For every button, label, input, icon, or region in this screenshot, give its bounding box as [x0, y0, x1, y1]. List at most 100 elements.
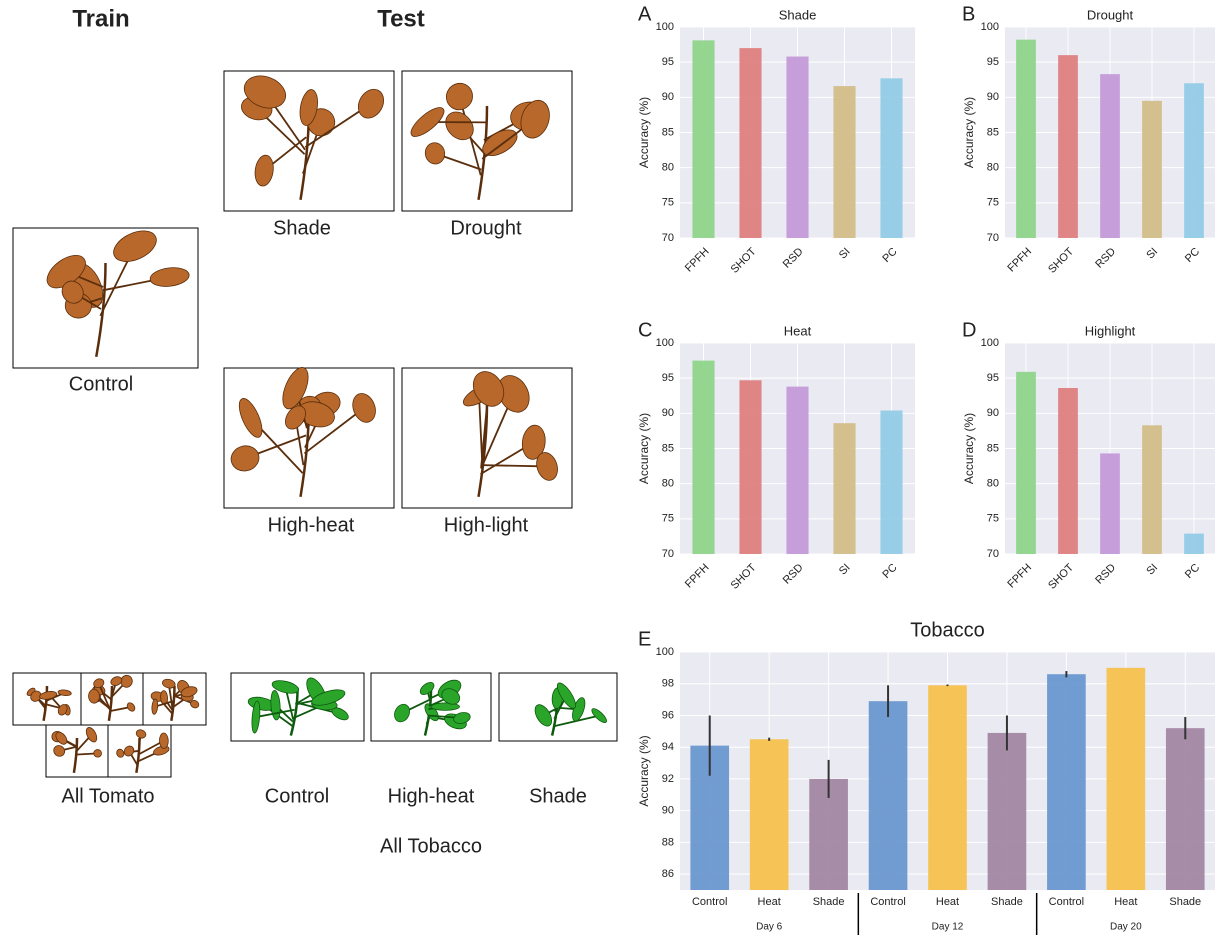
image-label: High-heat [268, 514, 355, 536]
x-tick-label: Control [870, 896, 905, 908]
bar [786, 387, 808, 554]
bar [1058, 55, 1078, 238]
image-label: Control [69, 373, 133, 395]
y-tick-label: 95 [987, 56, 999, 68]
y-tick-label: 80 [987, 162, 999, 174]
y-tick-label: 94 [662, 741, 674, 753]
x-tick-label: RSD [781, 562, 806, 587]
x-tick-label: SHOT [729, 245, 759, 275]
bar [1100, 74, 1120, 238]
y-tick-label: 95 [662, 56, 674, 68]
bar [1016, 372, 1036, 554]
bar [988, 733, 1027, 890]
y-axis-label: Accuracy (%) [637, 413, 651, 484]
y-tick-label: 70 [662, 548, 674, 560]
bar [880, 411, 902, 554]
bar [1142, 101, 1162, 238]
x-tick-label: PC [880, 246, 899, 265]
bar [880, 78, 902, 238]
y-tick-label: 85 [987, 442, 999, 454]
x-tick-label: RSD [1093, 562, 1118, 587]
y-tick-label: 90 [662, 805, 674, 817]
image-label: High-light [444, 514, 529, 536]
image-label: Control [265, 785, 329, 807]
bar [1184, 534, 1204, 554]
x-tick-label: Heat [936, 896, 959, 908]
bar [692, 361, 714, 554]
x-tick-label: SI [837, 562, 853, 578]
x-tick-label: SHOT [1046, 561, 1076, 591]
bar [750, 739, 789, 890]
y-tick-label: 86 [662, 868, 674, 880]
y-axis-label: Accuracy (%) [637, 735, 651, 806]
y-tick-label: 95 [662, 372, 674, 384]
figure: Train Test Control Shade Drought High-he… [0, 0, 1220, 935]
y-tick-label: 70 [987, 548, 999, 560]
y-tick-label: 100 [656, 21, 674, 33]
y-tick-label: 92 [662, 773, 674, 785]
image-label: All Tobacco [380, 835, 482, 857]
x-tick-label: Shade [813, 896, 845, 908]
image-label: Shade [529, 785, 587, 807]
x-tick-label: PC [1183, 246, 1202, 265]
test-title: Test [377, 5, 425, 32]
x-tick-label: SHOT [1046, 245, 1076, 275]
x-tick-label: FPFH [683, 246, 712, 275]
image-frame [13, 228, 198, 368]
chart-title: Drought [1087, 7, 1134, 22]
y-axis-label: Accuracy (%) [962, 413, 976, 484]
leaf [159, 733, 168, 749]
y-tick-label: 90 [662, 407, 674, 419]
y-tick-label: 95 [987, 372, 999, 384]
y-tick-label: 85 [987, 126, 999, 138]
panel-letter: E [638, 628, 651, 650]
y-tick-label: 96 [662, 709, 674, 721]
x-tick-label: Heat [1114, 896, 1137, 908]
y-tick-label: 80 [987, 478, 999, 490]
x-tick-label: SI [1144, 562, 1160, 578]
y-tick-label: 80 [662, 478, 674, 490]
x-tick-label: FPFH [1005, 246, 1034, 275]
panel-letter: A [638, 3, 652, 25]
x-tick-label: RSD [781, 246, 806, 271]
x-tick-label: Shade [1169, 896, 1201, 908]
y-tick-label: 98 [662, 678, 674, 690]
bar [1142, 425, 1162, 554]
group-label: Day 6 [756, 922, 783, 933]
x-tick-label: Control [692, 896, 727, 908]
x-tick-label: Shade [991, 896, 1023, 908]
panel-letter: B [962, 3, 975, 25]
y-tick-label: 85 [662, 442, 674, 454]
y-tick-label: 90 [662, 91, 674, 103]
y-tick-label: 100 [656, 337, 674, 349]
panel-letter: D [962, 319, 976, 341]
x-tick-label: Heat [758, 896, 781, 908]
y-tick-label: 70 [662, 232, 674, 244]
y-tick-label: 75 [662, 513, 674, 525]
bar [1166, 728, 1205, 890]
x-tick-label: SHOT [729, 561, 759, 591]
y-tick-label: 88 [662, 836, 674, 848]
bar [833, 86, 855, 238]
y-tick-label: 70 [987, 232, 999, 244]
y-tick-label: 90 [987, 407, 999, 419]
x-tick-label: SI [1144, 246, 1160, 262]
y-tick-label: 80 [662, 162, 674, 174]
chart-title: Shade [779, 7, 817, 22]
bar [869, 701, 908, 890]
leaf [93, 749, 102, 757]
y-tick-label: 75 [987, 513, 999, 525]
y-axis-label: Accuracy (%) [637, 97, 651, 168]
y-tick-label: 75 [662, 197, 674, 209]
y-tick-label: 90 [987, 91, 999, 103]
bar [1184, 83, 1204, 238]
image-label: High-heat [388, 785, 475, 807]
x-tick-label: Control [1049, 896, 1084, 908]
y-tick-label: 100 [656, 646, 674, 658]
panel-letter: C [638, 319, 652, 341]
x-tick-label: PC [880, 562, 899, 581]
chart-title: Tobacco [910, 619, 985, 641]
chart-title: Heat [784, 323, 812, 338]
x-tick-label: FPFH [683, 562, 712, 591]
image-label: Shade [273, 217, 331, 239]
